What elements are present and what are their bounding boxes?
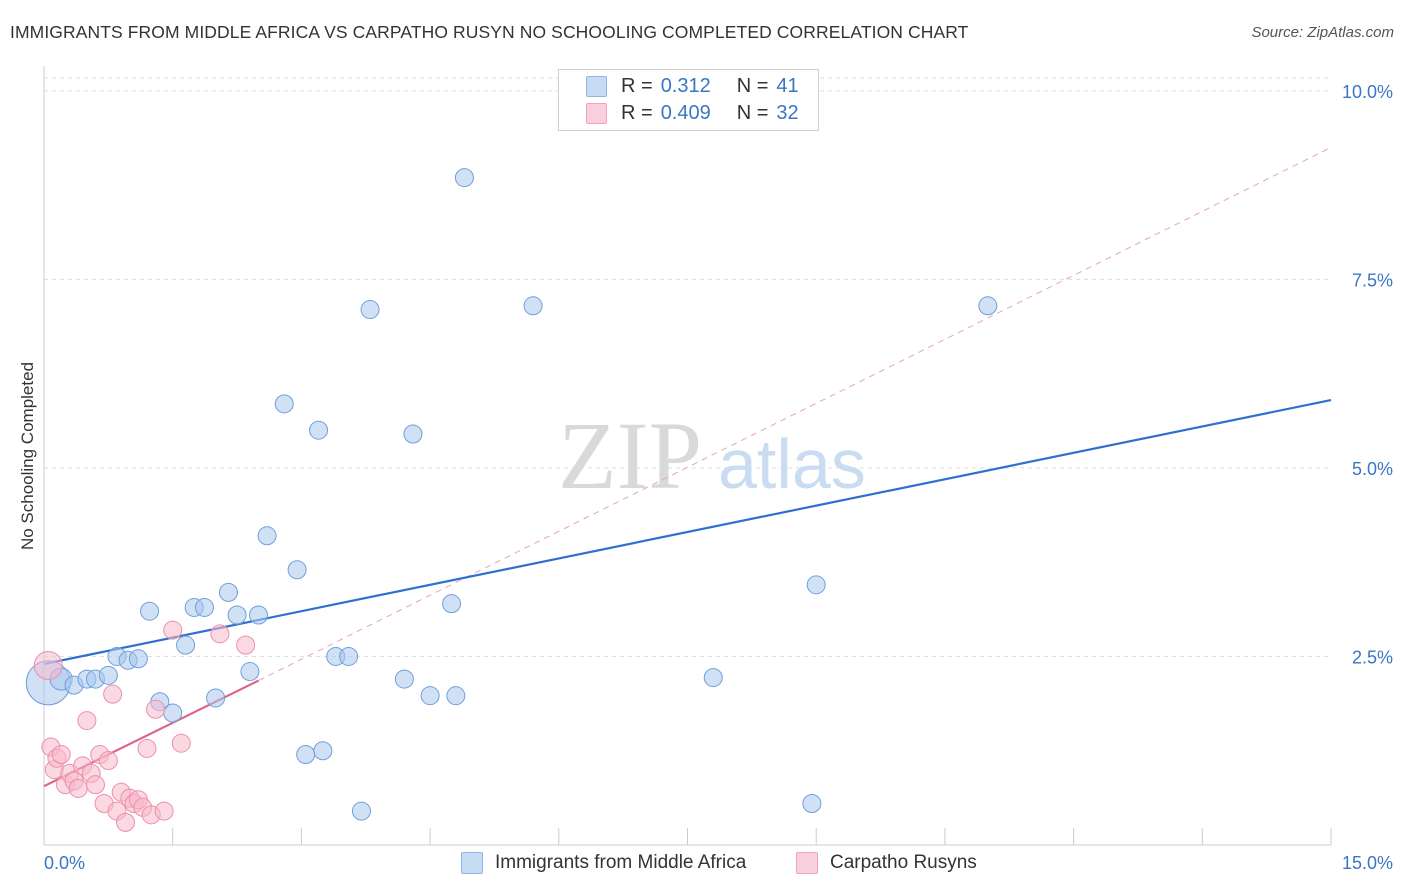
- legend-swatch-blue: [586, 76, 607, 97]
- legend-row-middle-africa: R = 0.312 N = 41: [559, 73, 799, 100]
- middle-africa-point: [218, 582, 238, 602]
- legend-r-value: 0.312: [660, 75, 711, 97]
- middle-africa-point: [163, 703, 183, 723]
- middle-africa-point: [703, 668, 723, 688]
- carpatho-rusyn-point: [146, 699, 166, 719]
- data-points: [25, 168, 998, 832]
- legend-r-label: R =: [621, 75, 653, 97]
- legend-label-carpatho-rusyns: Carpatho Rusyns: [830, 852, 977, 873]
- middle-africa-point: [240, 662, 260, 682]
- watermark-zip: ZIP: [558, 402, 702, 509]
- legend-n-label: N =: [736, 75, 769, 97]
- y-tick-label: 10.0%: [1342, 82, 1393, 102]
- axes: [43, 66, 1332, 846]
- middle-africa-point: [257, 526, 277, 546]
- middle-africa-point: [978, 296, 998, 316]
- middle-africa-point: [176, 635, 196, 655]
- carpatho-rusyn-point: [85, 775, 105, 795]
- carpatho-rusyn-point: [154, 801, 174, 821]
- legend-label-middle-africa: Immigrants from Middle Africa: [495, 852, 747, 873]
- middle-africa-point: [227, 605, 247, 625]
- middle-africa-point: [313, 741, 333, 761]
- legend-item-carpatho-rusyns[interactable]: Carpatho Rusyns: [796, 852, 977, 874]
- grid-lines: [44, 77, 1331, 657]
- legend-r-label: R =: [621, 102, 653, 124]
- legend-n-value: 32: [776, 102, 799, 124]
- stats-legend: R = 0.312 N = 41 R = 0.409 N = 32: [558, 69, 819, 131]
- y-axis-label: No Schooling Completed: [18, 361, 37, 551]
- middle-africa-point: [802, 794, 822, 814]
- legend-item-middle-africa[interactable]: Immigrants from Middle Africa: [461, 852, 746, 874]
- series-legend: Immigrants from Middle Africa Carpatho R…: [0, 852, 1406, 878]
- middle-africa-point: [523, 296, 543, 316]
- middle-africa-point: [98, 665, 118, 685]
- carpatho-rusyn-point: [137, 738, 157, 758]
- middle-africa-point: [339, 646, 359, 666]
- middle-africa-point: [249, 605, 268, 625]
- source-label: Source: ZipAtlas.com: [1251, 24, 1394, 41]
- watermark: ZIP atlas: [558, 402, 866, 509]
- middle-africa-point: [206, 688, 226, 708]
- middle-africa-point: [403, 424, 423, 444]
- middle-africa-point: [394, 669, 414, 689]
- middle-africa-point: [128, 649, 148, 669]
- x-tick-label: 15.0%: [1342, 853, 1393, 873]
- middle-africa-point: [351, 801, 371, 821]
- middle-africa-point: [442, 594, 462, 614]
- legend-r-value: 0.409: [660, 102, 711, 124]
- carpatho-rusyn-point: [68, 778, 88, 798]
- middle-africa-point: [360, 300, 380, 320]
- legend-n-value: 41: [776, 75, 799, 97]
- middle-africa-point: [309, 420, 329, 440]
- legend-swatch-blue: [461, 852, 483, 874]
- y-tick-label: 7.5%: [1352, 270, 1393, 290]
- middle-africa-point: [806, 575, 826, 595]
- legend-swatch-pink: [586, 103, 607, 124]
- pink-trend-extension: [258, 146, 1332, 682]
- middle-africa-point: [140, 601, 160, 621]
- middle-africa-point: [194, 597, 214, 617]
- watermark-atlas: atlas: [718, 425, 866, 503]
- carpatho-rusyn-point: [163, 620, 183, 640]
- carpatho-rusyn-point: [51, 745, 71, 765]
- carpatho-rusyn-point: [103, 684, 123, 704]
- middle-africa-point: [296, 745, 316, 765]
- carpatho-rusyn-point: [116, 812, 136, 832]
- legend-swatch-pink: [796, 852, 818, 874]
- middle-africa-point: [420, 686, 440, 706]
- legend-n-label: N =: [736, 102, 769, 124]
- middle-africa-point: [287, 560, 307, 580]
- middle-africa-point: [446, 686, 466, 706]
- carpatho-rusyn-point: [33, 651, 63, 681]
- y-tick-label: 5.0%: [1352, 459, 1393, 479]
- carpatho-rusyn-point: [171, 733, 191, 753]
- carpatho-rusyn-point: [236, 635, 256, 655]
- middle-africa-point: [454, 168, 474, 188]
- carpatho-rusyn-point: [210, 624, 230, 644]
- carpatho-rusyn-point: [98, 751, 118, 771]
- tick-labels: 2.5% 5.0% 7.5% 10.0% 0.0% 15.0%: [44, 82, 1393, 873]
- chart-title: IMMIGRANTS FROM MIDDLE AFRICA VS CARPATH…: [10, 22, 969, 42]
- x-tick-label: 0.0%: [44, 853, 85, 873]
- y-tick-label: 2.5%: [1352, 647, 1393, 667]
- legend-row-carpatho-rusyns: R = 0.409 N = 32: [559, 100, 799, 127]
- carpatho-rusyn-point: [77, 711, 97, 731]
- middle-africa-point: [274, 394, 294, 414]
